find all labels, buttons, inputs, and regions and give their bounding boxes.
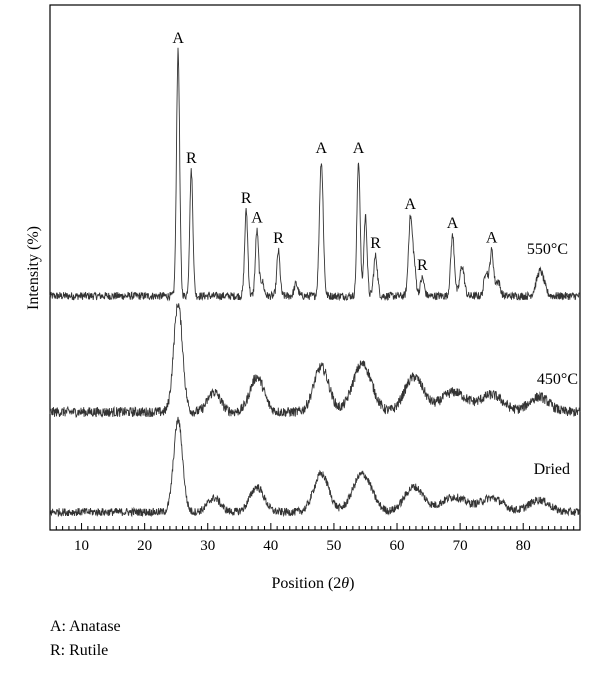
x-tick-label: 30 [200, 538, 215, 554]
legend-key: A: [50, 618, 66, 635]
peak-annotation: A [251, 210, 263, 227]
peak-annotation: A [316, 140, 328, 157]
peak-annotation: R [241, 190, 252, 207]
series-line [49, 303, 581, 418]
x-tick-label: 50 [326, 538, 341, 554]
legend-label: Rutile [69, 642, 109, 659]
peak-annotation: A [405, 196, 417, 213]
peak-annotation: R [370, 235, 381, 252]
peak-annotation: A [172, 30, 184, 47]
peak-annotation: R [186, 150, 197, 167]
y-axis-label: Intensity (%) [25, 226, 42, 310]
peak-annotation: A [447, 215, 459, 232]
x-tick-label: 80 [516, 538, 531, 554]
x-axis-label: Position (2θ) [272, 575, 355, 592]
legend-item-rutile: R: Rutile [50, 642, 121, 660]
x-tick-label: 40 [263, 538, 278, 554]
x-tick-label: 70 [453, 538, 468, 554]
series-line [49, 416, 581, 518]
peak-annotation: R [417, 257, 428, 274]
peak-legend: A: Anatase R: Rutile [50, 618, 121, 660]
legend-label: Anatase [69, 618, 121, 635]
series-label: Dried [534, 461, 570, 478]
legend-item-anatase: A: Anatase [50, 618, 121, 636]
series-label: 450°C [537, 371, 578, 388]
series-line [49, 47, 580, 302]
series-label: 550°C [527, 241, 568, 258]
x-tick-label: 20 [137, 538, 152, 554]
plot-frame [49, 4, 581, 531]
legend-key: R: [50, 642, 66, 659]
peak-annotation: R [273, 230, 284, 247]
x-tick-label: 60 [390, 538, 405, 554]
x-tick-label: 10 [74, 538, 89, 554]
peak-annotation: A [486, 230, 498, 247]
peak-annotation: A [353, 140, 365, 157]
